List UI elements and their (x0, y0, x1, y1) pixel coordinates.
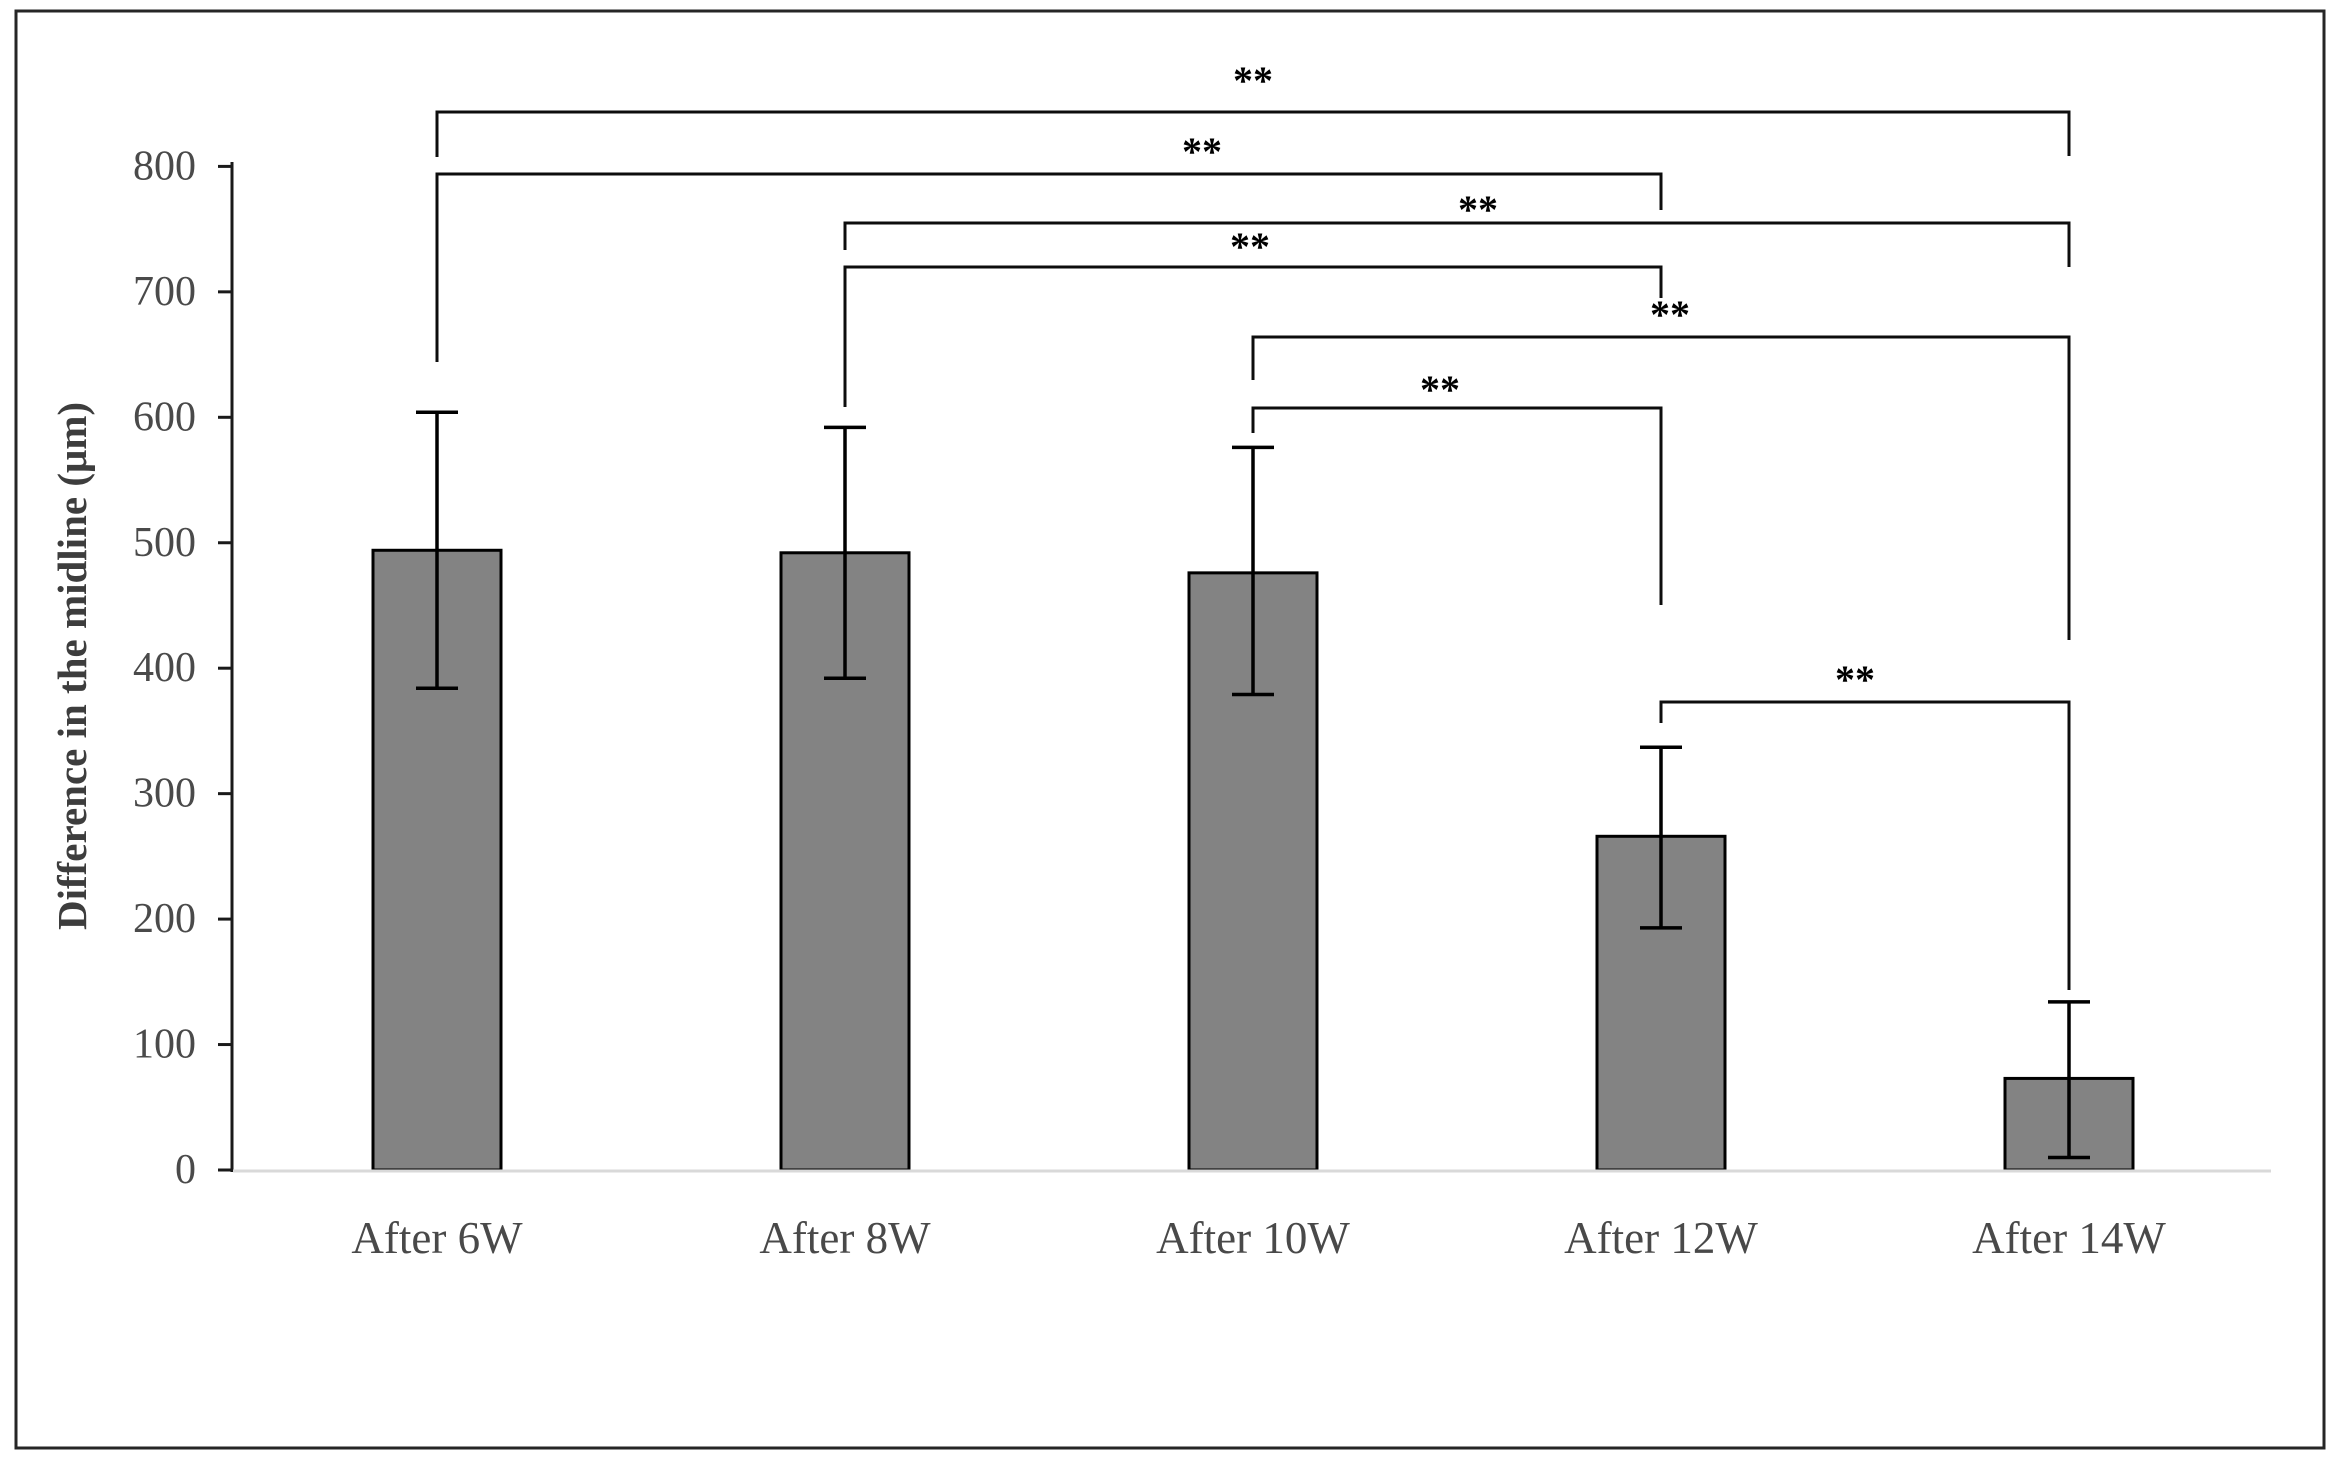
y-tick-label: 100 (133, 1022, 196, 1068)
significance-stars-after-8w-after-12w: ** (1230, 224, 1270, 269)
significance-stars-after-10w-after-12w: ** (1420, 367, 1460, 412)
y-tick-label: 400 (133, 645, 196, 691)
x-category-label-after-8w: After 8W (759, 1213, 931, 1263)
significance-stars-after-10w-after-14w: ** (1650, 292, 1690, 337)
y-tick-label: 0 (175, 1147, 196, 1193)
significance-bracket-after-12w-after-14w (1659, 700, 2071, 990)
y-tick-label: 500 (133, 520, 196, 566)
x-category-label-after-12w: After 12W (1564, 1213, 1758, 1263)
figure-border (14, 9, 2326, 1450)
x-category-label-after-10w: After 10W (1156, 1213, 1350, 1263)
x-category-label-after-14w: After 14W (1972, 1213, 2166, 1263)
significance-stars-after-6w-after-12w: ** (1182, 129, 1222, 174)
significance-bracket-after-8w-after-12w (843, 265, 1663, 407)
y-tick-label: 800 (133, 143, 196, 189)
significance-bracket-after-10w-after-14w (1251, 335, 2071, 640)
significance-bracket-after-6w-after-12w (435, 172, 1663, 362)
significance-stars-after-6w-after-14w: ** (1233, 58, 1273, 103)
significance-bracket-after-10w-after-12w (1251, 406, 1663, 605)
significance-stars-after-8w-after-14w: ** (1458, 187, 1498, 232)
significance-bracket-after-6w-after-14w (435, 110, 2071, 157)
significance-bracket-after-8w-after-14w (843, 221, 2071, 267)
significance-stars-after-12w-after-14w: ** (1835, 657, 1875, 702)
x-category-label-after-6w: After 6W (351, 1213, 523, 1263)
y-axis-title: Difference in the midline (μm) (49, 402, 95, 930)
y-tick-label: 200 (133, 896, 196, 942)
y-tick-label: 600 (133, 394, 196, 440)
y-tick-label: 300 (133, 771, 196, 817)
y-tick-label: 700 (133, 269, 196, 315)
